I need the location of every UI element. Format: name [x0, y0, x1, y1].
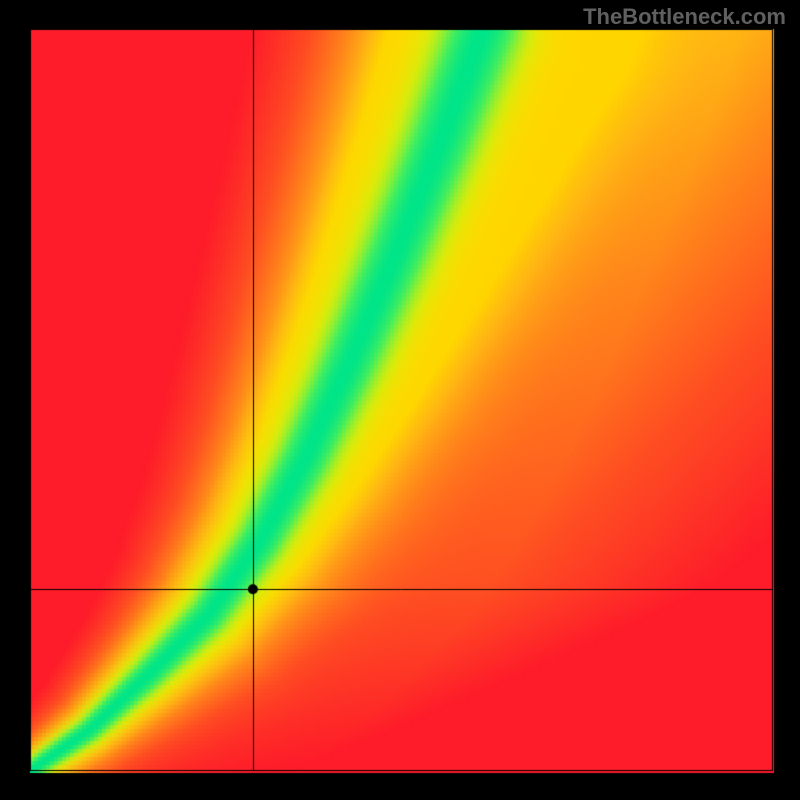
chart-container: TheBottleneck.com [0, 0, 800, 800]
heatmap-canvas [0, 0, 800, 800]
watermark-text: TheBottleneck.com [583, 4, 786, 30]
